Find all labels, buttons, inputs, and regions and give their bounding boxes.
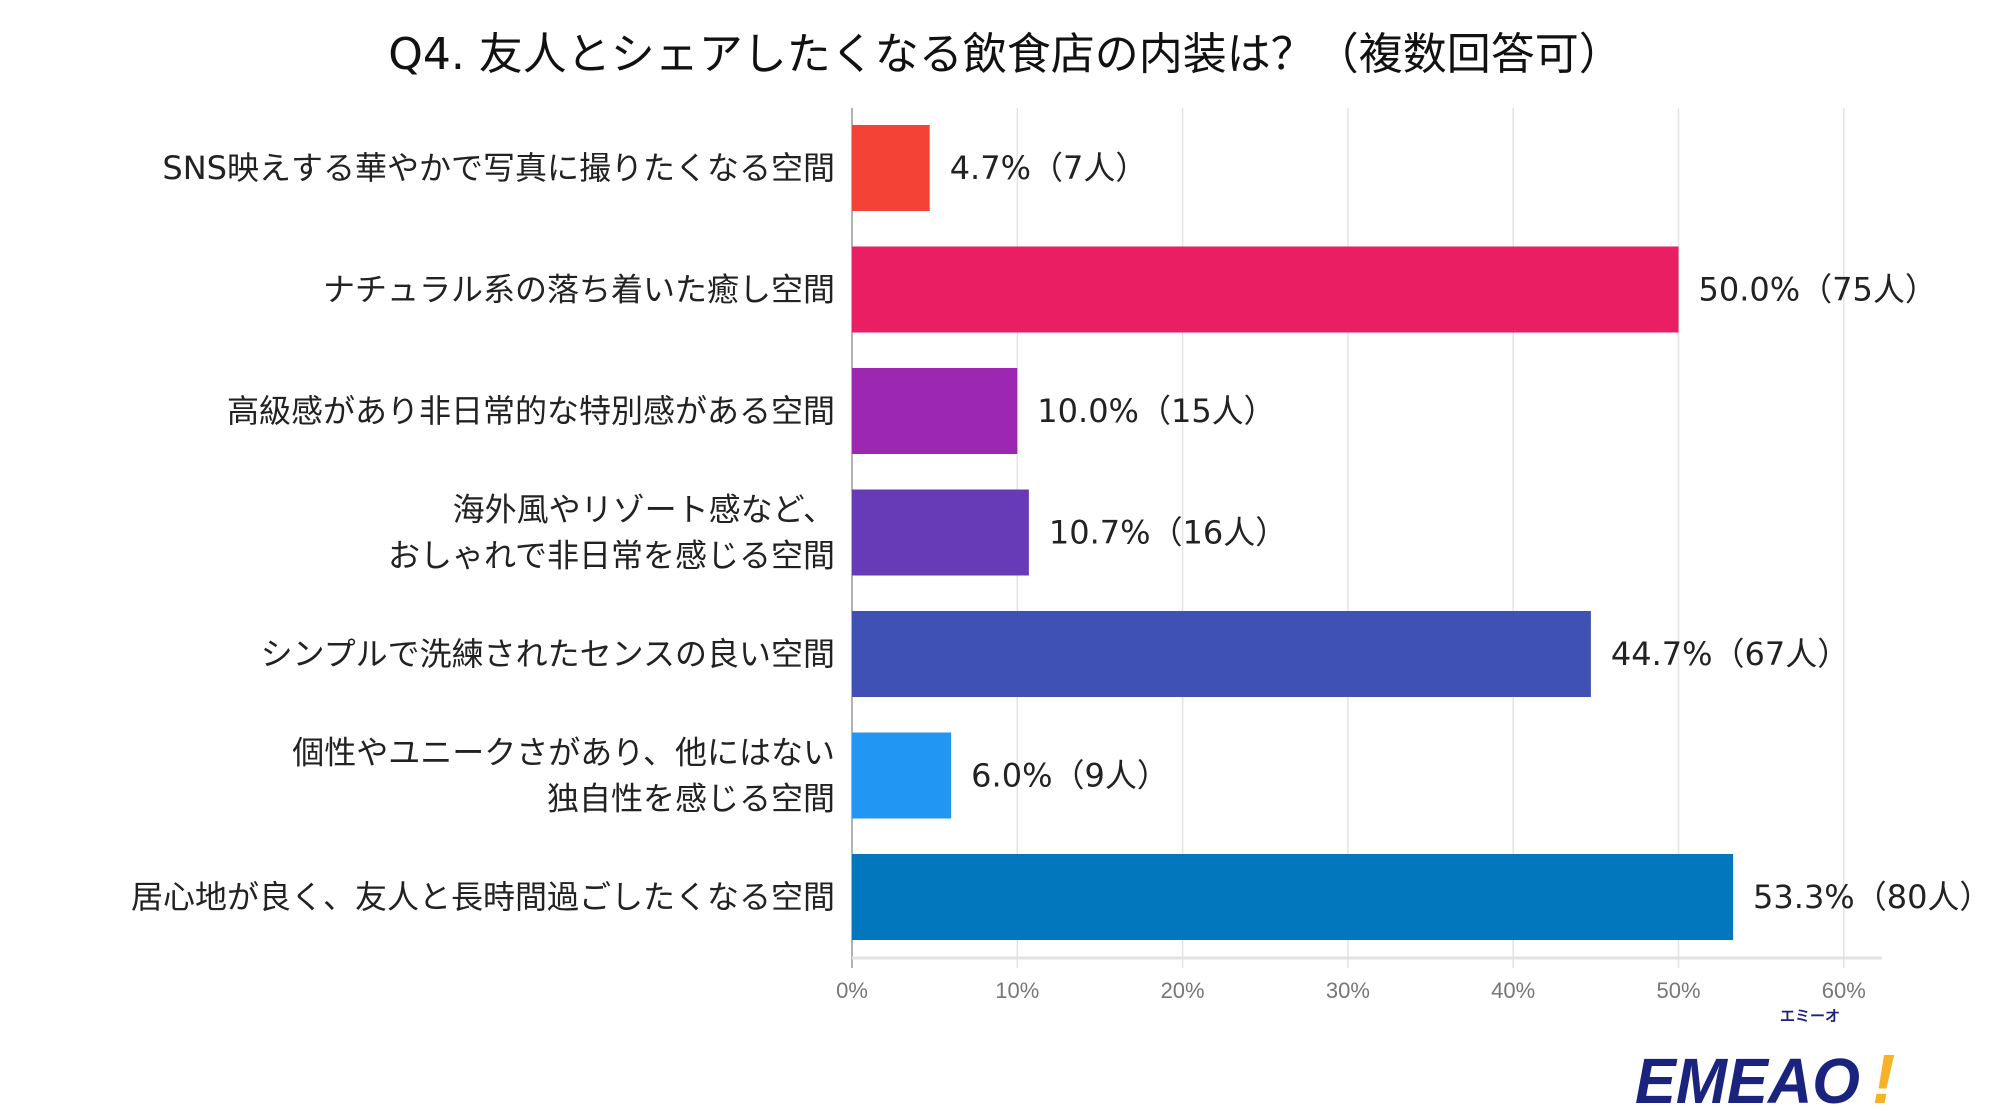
x-tick-label: 40% bbox=[1491, 978, 1535, 1003]
category-label: 海外風やリゾート感など、 bbox=[453, 491, 835, 529]
data-label: 6.0%（9人） bbox=[971, 757, 1169, 795]
data-label: 10.0%（15人） bbox=[1037, 392, 1275, 430]
data-label: 53.3%（80人） bbox=[1753, 878, 1991, 916]
category-label: ナチュラル系の落ち着いた癒し空間 bbox=[323, 271, 835, 309]
x-tick-label: 10% bbox=[995, 978, 1039, 1003]
category-label: 高級感があり非日常的な特別感がある空間 bbox=[227, 392, 835, 430]
logo-kana: エミーオ bbox=[1780, 1007, 1840, 1025]
data-label: 10.7%（16人） bbox=[1049, 514, 1287, 552]
data-label: 50.0%（75人） bbox=[1699, 271, 1937, 309]
category-label: SNS映えする華やかで写真に撮りたくなる空間 bbox=[162, 149, 835, 187]
bar bbox=[852, 368, 1018, 454]
x-tick-label: 30% bbox=[1326, 978, 1370, 1003]
chart-title: Q4. 友人とシェアしたくなる飲食店の内装は？（複数回答可） bbox=[388, 29, 1623, 80]
logo-wordmark: EMEAO bbox=[1635, 1045, 1860, 1111]
logo-exclamation: ! bbox=[1872, 1040, 1895, 1111]
bar bbox=[852, 732, 952, 819]
bar bbox=[852, 246, 1679, 333]
x-tick-label: 60% bbox=[1822, 978, 1866, 1003]
bar bbox=[852, 854, 1734, 940]
x-tick-label: 50% bbox=[1656, 978, 1700, 1003]
x-tick-label: 20% bbox=[1161, 978, 1205, 1003]
category-label: シンプルで洗練されたセンスの良い空間 bbox=[261, 635, 835, 673]
category-label: 個性やユニークさがあり、他にはない bbox=[292, 734, 835, 772]
category-label: おしゃれで非日常を感じる空間 bbox=[388, 537, 835, 575]
bar bbox=[852, 611, 1591, 697]
category-label: 独自性を感じる空間 bbox=[547, 780, 835, 818]
bar bbox=[852, 489, 1029, 576]
emeao-logo: エミーオ EMEAO ! bbox=[1635, 1007, 1895, 1111]
bar bbox=[852, 125, 930, 211]
x-tick-label: 0% bbox=[836, 978, 868, 1003]
data-label: 4.7%（7人） bbox=[950, 149, 1148, 187]
data-label: 44.7%（67人） bbox=[1611, 635, 1849, 673]
category-label: 居心地が良く、友人と長時間過ごしたくなる空間 bbox=[131, 878, 835, 916]
